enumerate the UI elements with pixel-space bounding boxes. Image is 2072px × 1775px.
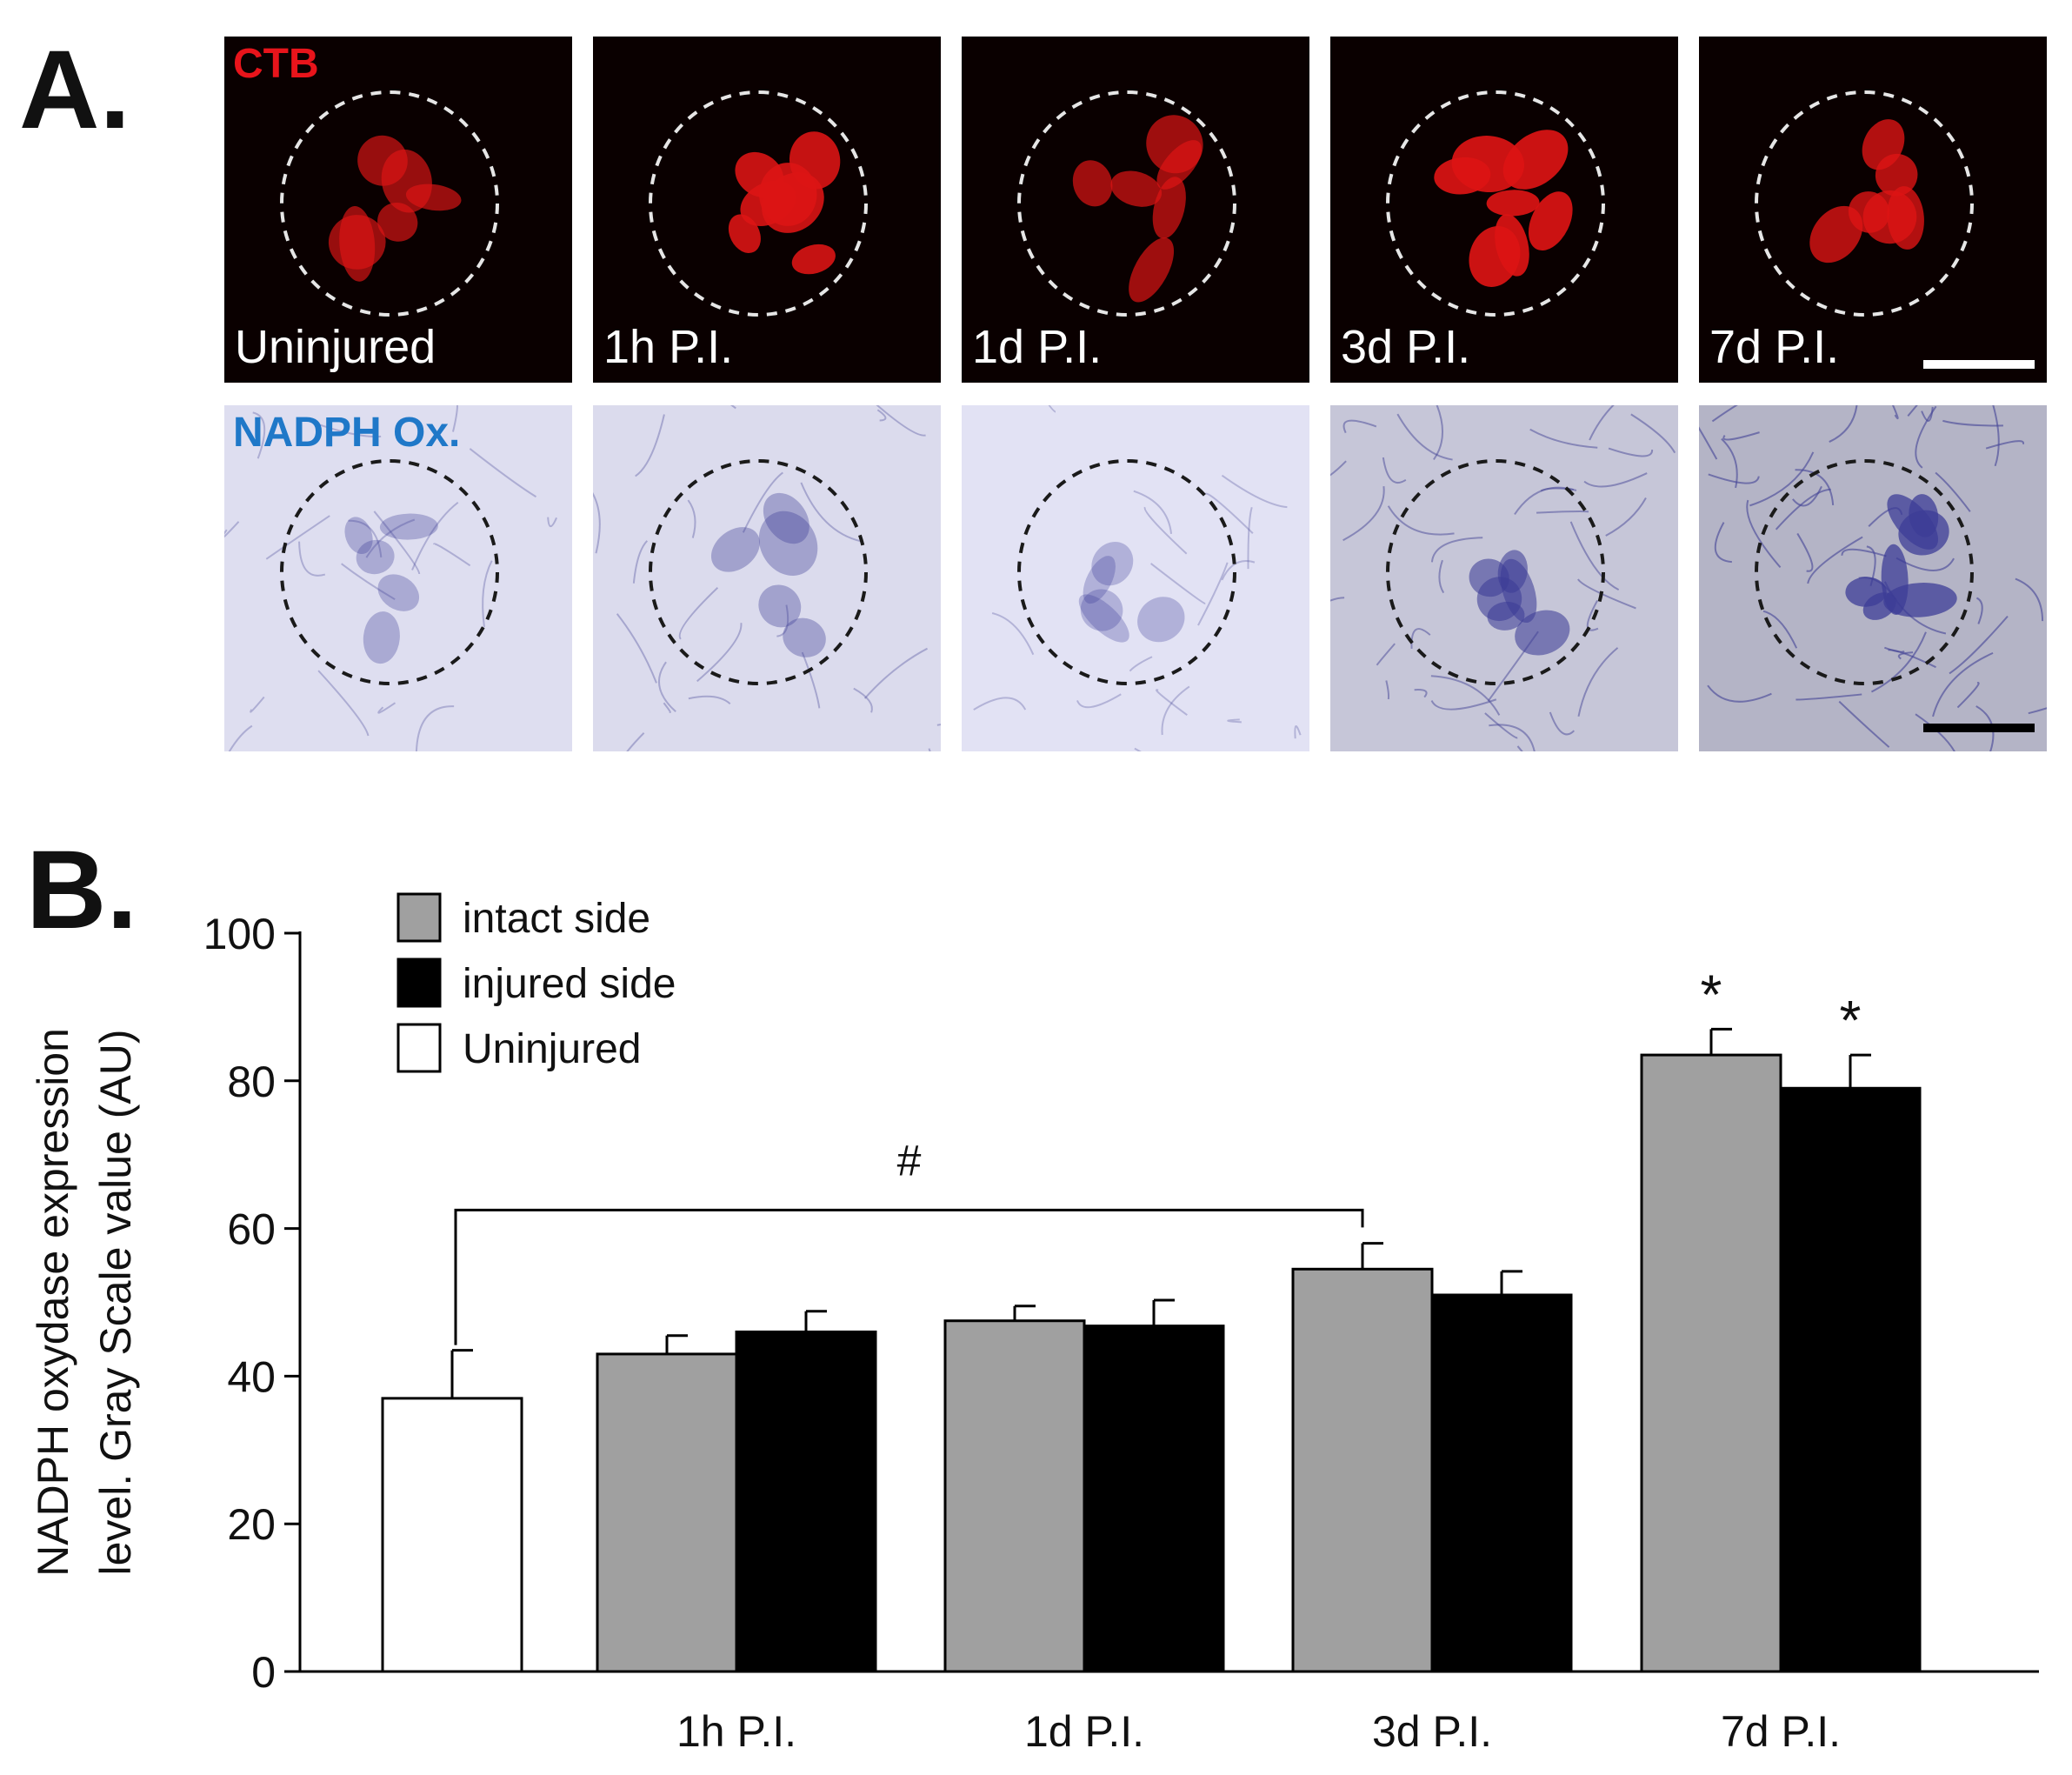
x-tick-label: 7d P.I. [1721, 1707, 1841, 1756]
micrograph-svg [1699, 405, 2047, 751]
x-tick-label: 1d P.I. [1024, 1707, 1144, 1756]
micrograph-svg [962, 37, 1309, 383]
panel-b-label: B. [26, 828, 137, 952]
nadph-image-5 [1699, 405, 2047, 751]
y-tick-label: 20 [227, 1500, 276, 1549]
bar-injured-side [1430, 1293, 1573, 1673]
nadph-image-2 [593, 405, 941, 751]
x-tick-label: 1h P.I. [676, 1707, 796, 1756]
micrograph-grid: Uninjured CTB 1h P.I. 1d P.I. 3d P.I. 7d P.I.… [0, 0, 2072, 765]
nadph-image-4 [1330, 405, 1678, 751]
micrograph-svg [1330, 405, 1678, 751]
timepoint-label: 1h P.I. [603, 321, 734, 373]
y-tick-label: 100 [203, 910, 276, 958]
ctb-image-3: 1d P.I. [962, 37, 1309, 383]
micrograph-svg [224, 37, 572, 383]
legend-swatch [396, 958, 442, 1008]
significance-bracket [454, 1208, 1364, 1345]
y-axis-label: level. Gray Scale value (AU) [91, 1029, 140, 1575]
micrograph-svg [1330, 37, 1678, 383]
timepoint-label: 1d P.I. [972, 321, 1103, 373]
x-tick-label: 3d P.I. [1372, 1707, 1492, 1756]
stain-label: CTB [233, 41, 319, 87]
bar-chart: 0 20 40 60 80 100 NADPH oxydase expression leve… [0, 861, 2072, 1771]
bar-injured-side [1083, 1325, 1225, 1673]
legend-label: intact side [463, 896, 650, 942]
timepoint-label: 3d P.I. [1341, 321, 1471, 373]
stain-label: NADPH Ox. [233, 410, 461, 456]
legend-label: injured side [463, 961, 676, 1007]
significance-asterisk: * [1701, 963, 1722, 1025]
y-tick-label: 0 [251, 1648, 276, 1697]
nadph-image-3 [962, 405, 1309, 751]
micrograph-svg [962, 405, 1309, 751]
panel-a-label: A. [19, 28, 130, 152]
bar-uninjured [381, 1397, 523, 1673]
legend-label: Uninjured [463, 1026, 641, 1072]
legend-swatch [396, 1023, 442, 1073]
bar-injured-side [735, 1330, 877, 1673]
ctb-image-4: 3d P.I. [1330, 37, 1678, 383]
micrograph-svg [224, 405, 572, 751]
micrograph-svg [593, 405, 941, 751]
timepoint-label: Uninjured [235, 321, 436, 373]
bar-intact-side [943, 1319, 1086, 1673]
significance-asterisk: * [1840, 989, 1862, 1051]
bar-intact-side [1291, 1267, 1434, 1673]
micrograph-svg [1699, 37, 2047, 383]
chart-svg: 0 20 40 60 80 100 NADPH oxydase expression leve… [29, 892, 2039, 1756]
legend-swatch [396, 892, 442, 943]
bar-injured-side [1779, 1086, 1922, 1673]
ctb-image-5: 7d P.I. [1699, 37, 2047, 383]
bar-intact-side [1640, 1053, 1782, 1673]
micrograph-svg [593, 37, 941, 383]
timepoint-label: 7d P.I. [1709, 321, 1840, 373]
significance-marker: # [897, 1136, 922, 1184]
y-tick-label: 60 [227, 1205, 276, 1254]
y-tick-label: 40 [227, 1352, 276, 1401]
ctb-image-2: 1h P.I. [593, 37, 941, 383]
ctb-image-1: Uninjured CTB [224, 37, 572, 383]
bar-intact-side [596, 1352, 738, 1673]
scale-bar [1923, 360, 2035, 369]
nadph-image-1: NADPH Ox. [224, 405, 572, 751]
y-axis-label: NADPH oxydase expression [29, 1028, 77, 1577]
y-tick-label: 80 [227, 1058, 276, 1106]
scale-bar [1923, 724, 2035, 732]
